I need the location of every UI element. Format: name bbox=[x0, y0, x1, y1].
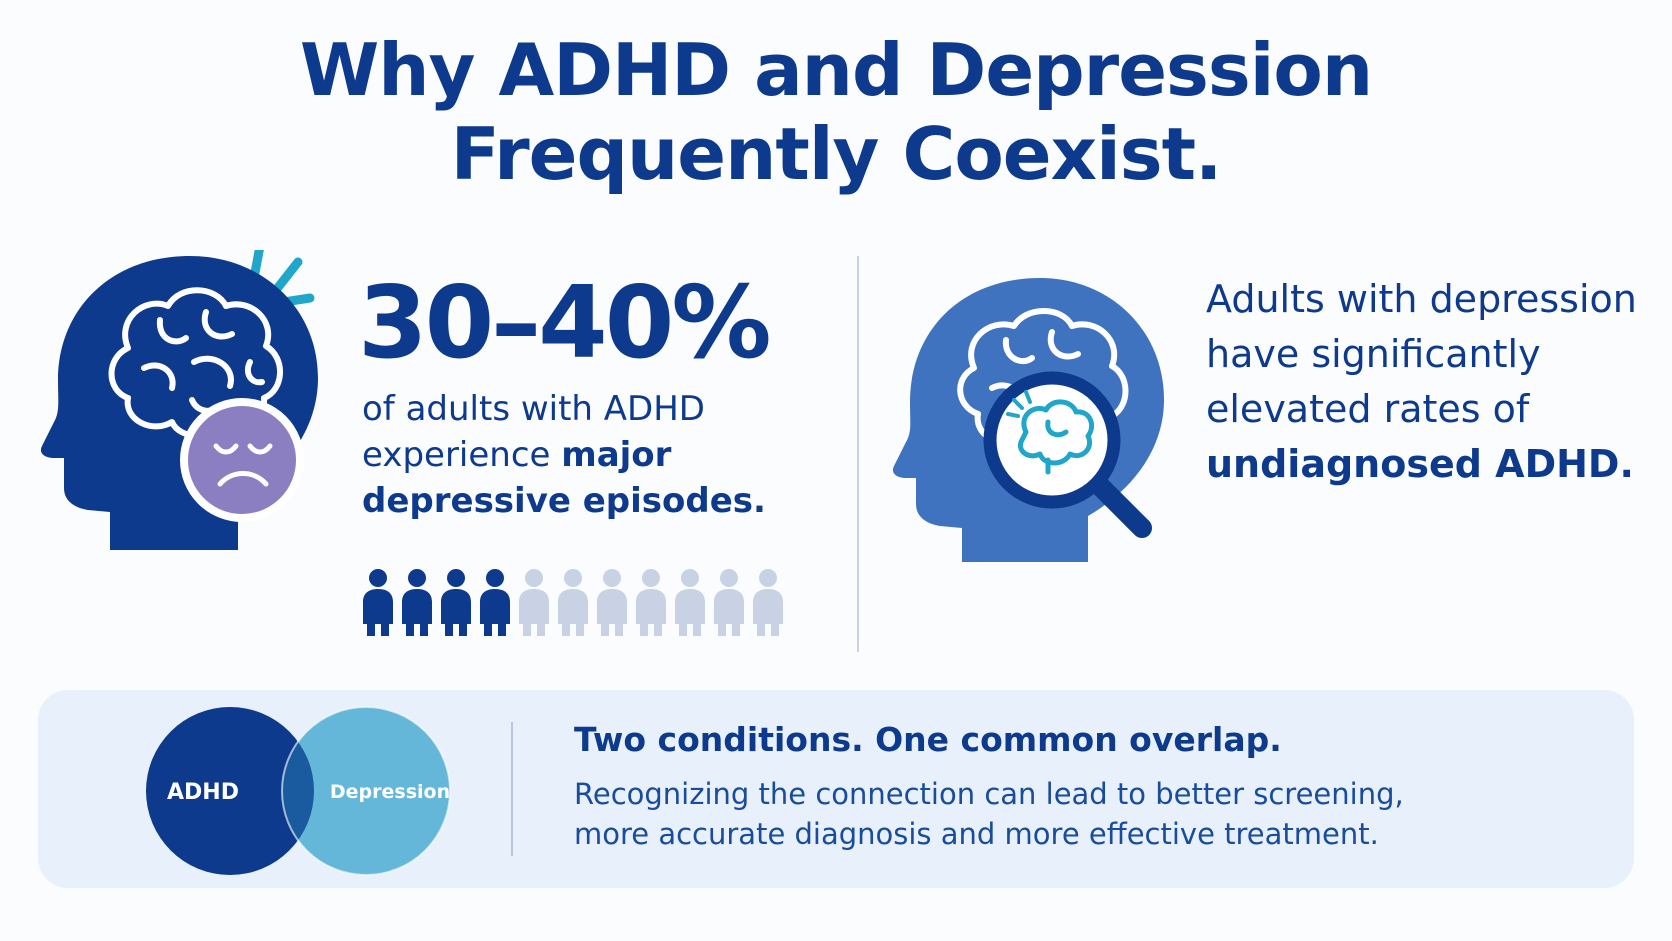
venn-circle-adhd bbox=[146, 707, 314, 875]
title-line-1: Why ADHD and Depression bbox=[299, 28, 1373, 112]
right-panel-regular: Adults with depression have significantl… bbox=[1206, 277, 1637, 431]
panel-divider bbox=[857, 256, 859, 652]
head-with-brain-icon bbox=[892, 278, 1164, 562]
person-icon bbox=[519, 569, 549, 636]
banner-body-line-2: more accurate diagnosis and more effecti… bbox=[574, 817, 1379, 851]
person-icon bbox=[675, 569, 705, 636]
sad-face-icon bbox=[180, 398, 304, 522]
people-pictogram bbox=[363, 569, 783, 636]
stat-description-regular: of adults with ADHD experience bbox=[362, 389, 705, 475]
venn-circle-depression bbox=[282, 707, 450, 875]
right-panel-description: Adults with depression have significantl… bbox=[1206, 272, 1646, 492]
venn-label-adhd: ADHD bbox=[167, 780, 239, 805]
person-icon bbox=[714, 569, 744, 636]
stat-description-bold: major depressive episodes. bbox=[362, 435, 766, 521]
head-with-brain-icon bbox=[40, 250, 318, 550]
stat-percentage: 30–40% bbox=[358, 264, 772, 381]
banner-body-line-1: Recognizing the connection can lead to b… bbox=[574, 777, 1404, 811]
magnifying-glass-icon bbox=[983, 371, 1152, 538]
person-icon-highlighted bbox=[480, 569, 510, 636]
right-panel-bold: undiagnosed ADHD. bbox=[1206, 442, 1634, 486]
page-title: Why ADHD and Depression Frequently Coexi… bbox=[0, 28, 1672, 196]
person-icon bbox=[636, 569, 666, 636]
person-icon-highlighted bbox=[402, 569, 432, 636]
venn-label-depression: Depression bbox=[330, 781, 450, 803]
stat-description: of adults with ADHD experience major dep… bbox=[362, 386, 782, 524]
banner-body: Recognizing the connection can lead to b… bbox=[574, 774, 1574, 854]
banner-divider bbox=[511, 722, 513, 856]
person-icon bbox=[558, 569, 588, 636]
title-line-2: Frequently Coexist. bbox=[450, 112, 1223, 196]
person-icon bbox=[753, 569, 783, 636]
venn-diagram: ADHD Depression bbox=[146, 706, 451, 876]
overlap-banner: ADHD Depression Two conditions. One comm… bbox=[38, 690, 1634, 888]
banner-headline: Two conditions. One common overlap. bbox=[574, 720, 1282, 759]
person-icon-highlighted bbox=[441, 569, 471, 636]
person-icon bbox=[597, 569, 627, 636]
person-icon-highlighted bbox=[363, 569, 393, 636]
